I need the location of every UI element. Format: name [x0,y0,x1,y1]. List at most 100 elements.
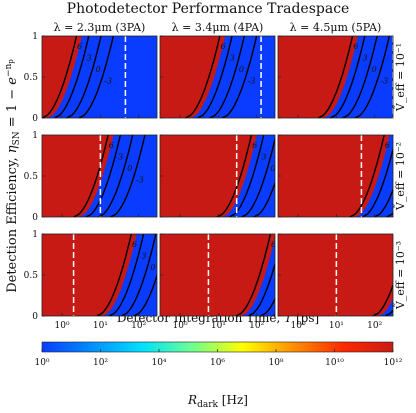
contour-line [110,135,146,217]
panel-r1-c1: 630-3 [42,36,157,118]
colorbar-tick-label: 10⁸ [268,358,283,368]
x-tick-label: 10⁰ [173,321,188,331]
contour-line [241,136,275,217]
contour-label: 3 [141,251,146,260]
contour-line [342,36,378,118]
chart-title: Photodetector Performance Tradespace [67,1,350,17]
x-tick-label: 10² [131,321,146,331]
panel-r3-c1: 630-3 [42,234,157,316]
contour-label: 6 [252,141,257,150]
colorbar-label: Rdark [Hz] [187,393,248,410]
contour-line [247,261,275,316]
contour-line [96,234,132,316]
contour-line [184,36,221,118]
contour-label: 3 [118,152,123,161]
contour-label: 6 [220,42,225,51]
contour-line [235,234,272,316]
x-tick-label: 10⁰ [291,321,306,331]
row-label: Ṽ_eff = 10⁻³ [393,241,407,310]
y-tick-label: 1 [32,131,38,141]
colorbar-tick-label: 10⁴ [151,358,166,368]
x-tick-label: 10¹ [211,321,226,331]
contour-label: 0 [150,263,155,272]
y-tick-label: 0.5 [24,73,39,83]
contour-line [221,36,258,118]
contour-line [209,36,245,118]
contour-label: -3 [136,175,144,184]
contour-line [85,135,122,217]
contour-line [121,234,157,316]
heat-band [160,36,226,118]
contour-line [349,135,385,217]
contour-label: -3 [248,76,256,85]
contour-label: 0 [239,65,244,74]
heat-band [160,234,275,316]
x-tick-label: 10¹ [329,321,344,331]
contour-line [73,135,109,217]
contour-line [329,36,366,118]
panel-r3-c3: 630-3 [278,234,416,316]
contour-label: 3 [230,53,235,62]
contour-line [78,36,114,118]
contour-label: 6 [385,141,390,150]
panel-grid: 630-300.51630-3630-3630-300.51630-3630-3… [24,21,416,331]
panel-r2-c1: 630 -3 [42,135,157,217]
contour-line [260,297,275,316]
panel-r1-c3: 630-3 [278,36,393,118]
column-label: λ = 4.5μm (5PA) [290,21,382,34]
row-label: Ṽ_eff = 10⁻¹ [393,43,407,112]
contour-label: -3 [104,76,112,85]
contour-label: 0 [372,65,377,74]
panel-r3-c2: 630-3 [160,234,276,316]
row-label: Ṽ_eff = 10⁻² [393,142,407,211]
contour-label: 6 [132,240,137,249]
contour-line [133,273,157,316]
contour-line [108,234,145,316]
column-label: λ = 2.3μm (3PA) [54,21,146,34]
heat-band [278,36,358,118]
colorbar-tick-label: 10⁰ [34,358,49,368]
colorbar-tick-label: 10¹⁰ [325,358,344,368]
x-tick-label: 10² [367,321,382,331]
y-tick-label: 0.5 [24,172,39,182]
contour-line [97,135,134,217]
colorbar-tick-label: 10² [93,358,108,368]
colorbar: 10⁰ 10² 10⁴ 10⁶ 10⁸ 10¹⁰ 10¹² [34,341,403,368]
contour-line [410,234,416,316]
contour-line [197,36,233,118]
contour-label: 6 [271,240,276,249]
y-tick-label: 0 [32,213,38,223]
contour-line [42,36,78,118]
panel-r1-c2: 630 -3 [160,36,275,118]
contour-label: 6 [408,240,413,249]
heat-band [278,234,393,316]
contour-label: 6 [109,141,114,150]
contour-line [317,36,354,118]
y-tick-label: 0 [32,114,38,124]
contour-line [216,135,253,217]
y-tick-label: 1 [32,230,38,240]
contour-label: -3 [380,76,388,85]
contour-label: 0 [271,164,276,173]
heat-band [42,135,114,217]
colorbar-tick-label: 10⁶ [210,358,225,368]
y-tick-label: 0 [32,312,38,322]
contour-label: 3 [87,53,92,62]
contour-label: 6 [353,42,358,51]
contour-label: -3 [412,175,416,184]
column-label: λ = 3.4μm (4PA) [172,21,264,34]
contour-label: 6 [77,42,82,51]
contour-line [253,180,275,217]
y-tick-label: 0.5 [24,271,39,281]
y-axis-label: Detection Efficiency, ηSN = 1 − e−np [4,59,22,293]
colorbar-tick-label: 10¹² [384,358,403,368]
contour-label: 3 [261,152,266,161]
x-tick-label: 10⁰ [55,321,70,331]
contour-label: 0 [127,164,132,173]
panel-r2-c2: 630-3 [160,135,276,217]
contour-line [228,135,265,217]
contour-label: 0 [96,65,101,74]
x-tick-label: 10² [249,321,264,331]
contour-line [53,36,90,118]
